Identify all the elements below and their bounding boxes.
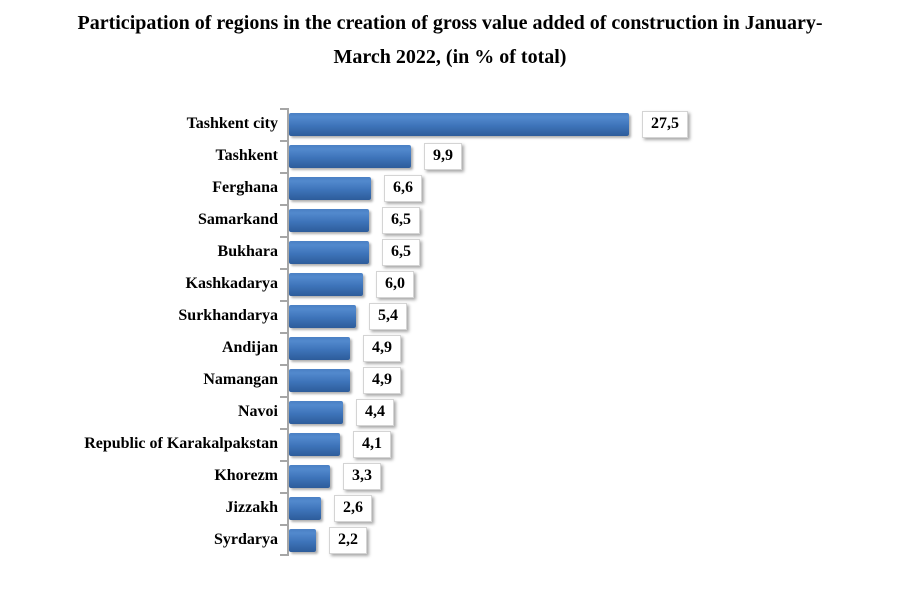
value-label-namangan: 4,9 <box>363 366 401 394</box>
chart-title-line1: Participation of regions in the creation… <box>77 12 823 34</box>
value-label-jizzakh: 2,6 <box>334 494 372 522</box>
plot-area: 27,5 9,9 6,6 6,5 6,5 6,0 5,4 4,9 4,9 4,4 4,1 3,3 2,6… <box>280 108 909 556</box>
value-label-republic-of-karakalpakstan: 4,1 <box>353 430 391 458</box>
category-label-republic-of-karakalpakstan: Republic of Karakalpakstan <box>84 435 278 452</box>
bar-row-tashkent-city: 27,5 <box>289 108 909 140</box>
axis-tick <box>280 364 287 366</box>
bar-republic-of-karakalpakstan <box>289 432 340 456</box>
bar-row-namangan: 4,9 <box>289 364 909 396</box>
bar-jizzakh <box>289 496 321 520</box>
category-label-ferghana: Ferghana <box>212 179 278 196</box>
bar-ferghana <box>289 176 371 200</box>
value-label-bukhara: 6,5 <box>382 238 420 266</box>
value-label-khorezm: 3,3 <box>343 462 381 490</box>
category-label-samarkand: Samarkand <box>197 211 278 228</box>
bar-navoi <box>289 400 343 424</box>
chart-area: Tashkent city Tashkent Ferghana Samarkand Bu… <box>0 108 909 556</box>
category-label-namangan: Namangan <box>203 371 278 388</box>
bar-row-republic-of-karakalpakstan: 4,1 <box>289 428 909 460</box>
bar-kashkadarya <box>289 272 363 296</box>
value-label-ferghana: 6,6 <box>384 174 422 202</box>
value-label-surkhandarya: 5,4 <box>369 302 407 330</box>
category-label-syrdarya: Syrdarya <box>214 531 278 548</box>
axis-tick <box>280 108 287 110</box>
category-label-andijan: Andijan <box>221 339 278 356</box>
category-label-tashkent-city: Tashkent city <box>186 115 278 132</box>
category-label-bukhara: Bukhara <box>217 243 278 260</box>
chart-title: Participation of regions in the creation… <box>10 6 890 74</box>
bar-andijan <box>289 336 350 360</box>
bar-row-khorezm: 3,3 <box>289 460 909 492</box>
bar-namangan <box>289 368 350 392</box>
bar-bukhara <box>289 240 369 264</box>
axis-tick <box>280 236 287 238</box>
bar-row-tashkent: 9,9 <box>289 140 909 172</box>
bar-khorezm <box>289 464 330 488</box>
bar-syrdarya <box>289 528 316 552</box>
bar-row-surkhandarya: 5,4 <box>289 300 909 332</box>
bar-row-samarkand: 6,5 <box>289 204 909 236</box>
value-label-syrdarya: 2,2 <box>329 526 367 554</box>
category-label-tashkent: Tashkent <box>215 147 278 164</box>
value-label-tashkent-city: 27,5 <box>642 110 688 138</box>
axis-tick <box>280 554 287 556</box>
bar-tashkent <box>289 144 411 168</box>
axis-tick <box>280 204 287 206</box>
category-label-kashkadarya: Kashkadarya <box>185 275 278 292</box>
bar-row-navoi: 4,4 <box>289 396 909 428</box>
axis-tick <box>280 396 287 398</box>
bar-row-ferghana: 6,6 <box>289 172 909 204</box>
bar-row-syrdarya: 2,2 <box>289 524 909 556</box>
category-label-navoi: Navoi <box>238 403 278 420</box>
value-label-andijan: 4,9 <box>363 334 401 362</box>
bar-surkhandarya <box>289 304 356 328</box>
axis-tick <box>280 428 287 430</box>
value-label-kashkadarya: 6,0 <box>376 270 414 298</box>
value-label-samarkand: 6,5 <box>382 206 420 234</box>
axis-tick <box>280 172 287 174</box>
bar-row-andijan: 4,9 <box>289 332 909 364</box>
axis-tick <box>280 268 287 270</box>
category-axis-labels: Tashkent city Tashkent Ferghana Samarkand Bu… <box>0 108 287 556</box>
bar-samarkand <box>289 208 369 232</box>
value-label-tashkent: 9,9 <box>424 142 462 170</box>
axis-tick <box>280 524 287 526</box>
axis-tick <box>280 492 287 494</box>
bar-row-jizzakh: 2,6 <box>289 492 909 524</box>
bar-row-bukhara: 6,5 <box>289 236 909 268</box>
category-label-jizzakh: Jizzakh <box>225 499 278 516</box>
category-label-surkhandarya: Surkhandarya <box>178 307 278 324</box>
axis-tick <box>280 300 287 302</box>
axis-tick <box>280 460 287 462</box>
axis-tick <box>280 140 287 142</box>
value-label-navoi: 4,4 <box>356 398 394 426</box>
bar-tashkent-city <box>289 112 629 136</box>
chart-title-line2: March 2022, (in % of total) <box>333 46 567 68</box>
bar-row-kashkadarya: 6,0 <box>289 268 909 300</box>
category-label-khorezm: Khorezm <box>214 467 278 484</box>
axis-tick <box>280 332 287 334</box>
